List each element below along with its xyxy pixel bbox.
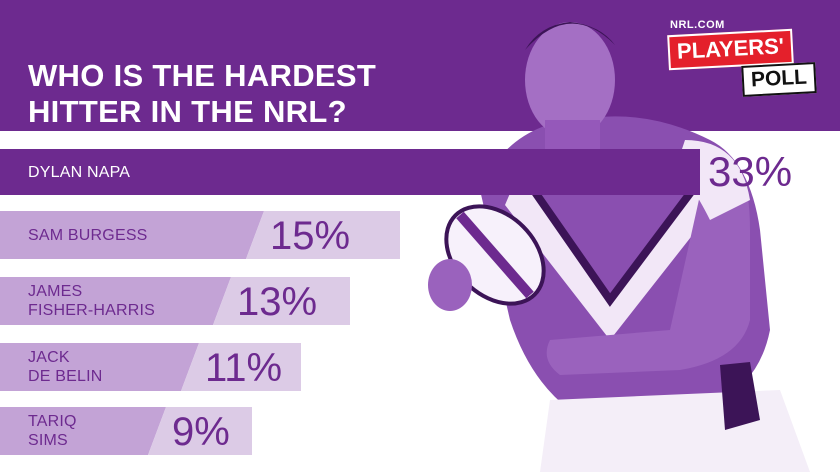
poll-bar-label: TARIQ SIMS [28, 412, 77, 450]
poll-bar-label-area [0, 343, 199, 391]
poll-bar-value: 15% [270, 214, 351, 258]
logo-site-text: NRL.COM [670, 19, 725, 31]
poll-bar-value: 13% [237, 280, 318, 324]
poll-bar [181, 343, 301, 391]
poll-bar-label: DYLAN NAPA [28, 163, 130, 182]
poll-bar-value: 9% [172, 410, 230, 454]
players-poll-logo: NRL.COM PLAYERS' POLL [662, 16, 822, 97]
poll-bar-row: JACK DE BELIN 11% [0, 343, 840, 391]
logo-poll-text: POLL [741, 62, 817, 97]
poll-bar-value: 33% [708, 148, 793, 195]
poll-bar [148, 407, 252, 455]
poll-bar-graphic [0, 343, 301, 391]
poll-bar-label: JAMES FISHER-HARRIS [28, 282, 155, 320]
poll-bar-row: JAMES FISHER-HARRIS 13% [0, 277, 840, 325]
poll-bar-row: SAM BURGESS 15% [0, 211, 840, 259]
poll-bar [246, 211, 400, 259]
poll-bar-label-line: FISHER-HARRIS [28, 302, 156, 319]
poll-bar-label-area [0, 277, 231, 325]
poll-bar-row: DYLAN NAPA 33% [0, 149, 840, 195]
poll-bar-label: JACK DE BELIN [28, 348, 103, 386]
poll-bar-label-line: TARIQ [28, 413, 77, 430]
poll-bar-label-area [0, 211, 264, 259]
page-title: WHO IS THE HARDEST HITTER IN THE NRL? [28, 58, 377, 129]
poll-bar [213, 277, 350, 325]
poll-bar-graphic [0, 211, 400, 259]
poll-bar-label-line: DE BELIN [28, 368, 103, 385]
poll-bar-label-line: SAM BURGESS [28, 227, 148, 244]
poll-bar-value: 11% [205, 346, 283, 390]
poll-bar-label-area [0, 407, 166, 455]
poll-bar-graphic [0, 277, 350, 325]
poll-bar-label: SAM BURGESS [28, 226, 148, 245]
poll-bar-row: TARIQ SIMS 9% [0, 407, 840, 455]
poll-bar [0, 149, 700, 195]
poll-bar-label-line: JAMES [28, 283, 83, 300]
poll-bar-label-line: SIMS [28, 432, 68, 449]
poll-bar-graphic [0, 149, 700, 195]
poll-bar-label-line: DYLAN NAPA [28, 164, 131, 181]
poll-bar-label-line: JACK [28, 349, 70, 366]
poll-bar-graphic [0, 407, 252, 455]
